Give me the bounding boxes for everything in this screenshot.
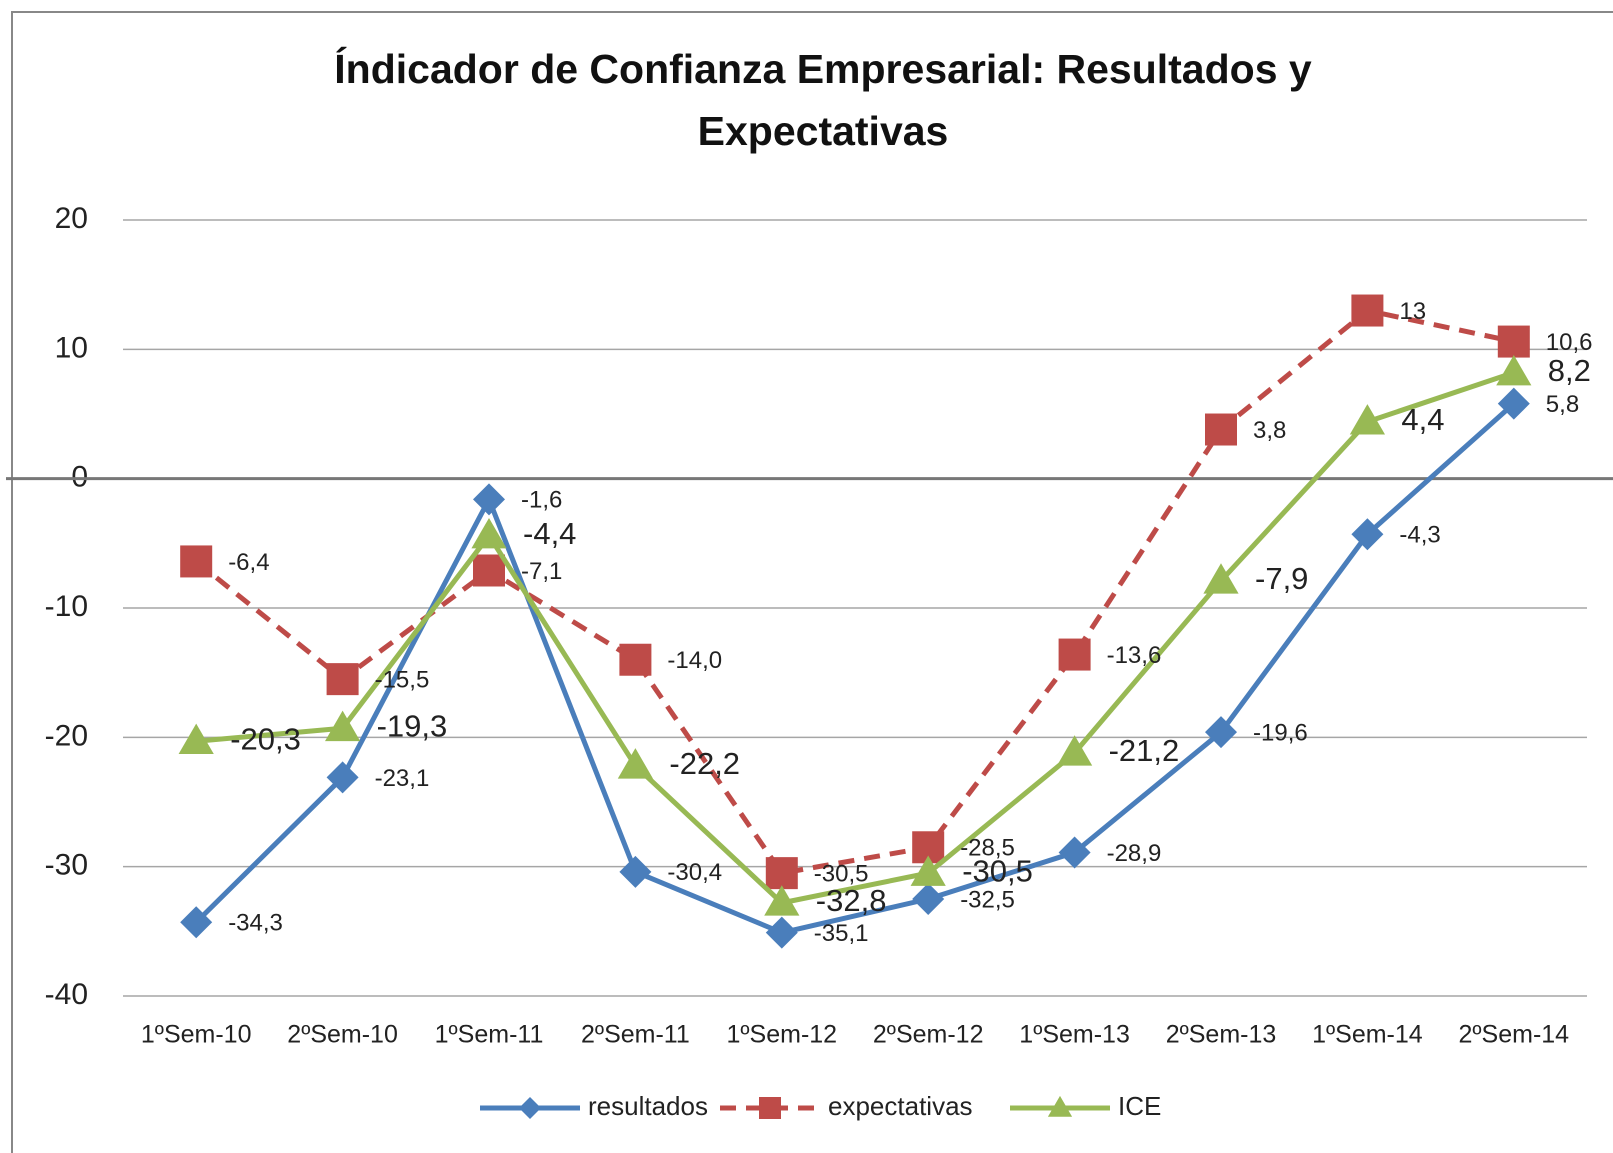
data-point [1351, 518, 1384, 551]
data-point [1058, 836, 1091, 869]
data-label: -13,6 [1107, 642, 1162, 669]
data-point [765, 916, 798, 949]
data-point [473, 483, 505, 516]
y-tick-label: -30 [45, 849, 88, 882]
data-label: -28,5 [960, 835, 1015, 862]
data-point [180, 545, 213, 578]
legend-marker [1047, 1095, 1073, 1117]
series-line [194, 401, 1516, 936]
chart-title: Índicador de Confianza Empresarial: Resu… [334, 46, 1312, 154]
data-label: -4,4 [523, 516, 576, 551]
x-tick-label: 1ºSem-14 [1312, 1021, 1423, 1049]
data-point [326, 663, 359, 696]
x-tick-label: 1ºSem-10 [141, 1021, 252, 1049]
y-tick-label: 0 [71, 461, 88, 494]
data-label: 3,8 [1253, 417, 1286, 444]
x-tick-label: 2ºSem-14 [1459, 1021, 1570, 1049]
data-label: -30,4 [667, 859, 722, 886]
data-point [1497, 325, 1530, 358]
data-label: -28,9 [1107, 840, 1162, 867]
series-line [195, 370, 1515, 906]
x-tick-label: 2ºSem-11 [581, 1021, 690, 1049]
data-label: -14,0 [667, 647, 722, 674]
data-label: -1,6 [521, 487, 562, 514]
data-point [764, 885, 800, 916]
data-point [765, 857, 798, 890]
chart-border [11, 11, 1613, 1153]
data-point [1351, 294, 1384, 327]
legend-label: expectativas [828, 1091, 973, 1121]
data-point [1497, 387, 1530, 420]
data-point [1205, 413, 1237, 446]
y-tick-label: -20 [45, 719, 88, 752]
x-tick-label: 2ºSem-10 [287, 1021, 398, 1049]
data-label: -32,5 [960, 886, 1015, 913]
x-tick-label: 2ºSem-13 [1166, 1021, 1277, 1049]
data-point [1203, 563, 1239, 594]
data-label: -35,1 [814, 920, 869, 947]
data-point [180, 906, 213, 939]
data-point [326, 761, 359, 794]
data-point [1496, 355, 1532, 386]
data-point [1205, 716, 1237, 749]
y-tick-label: 20 [55, 202, 88, 235]
data-label: 8,2 [1548, 353, 1591, 388]
data-point [325, 710, 361, 742]
data-point [1057, 735, 1093, 766]
data-label: -7,1 [521, 558, 562, 585]
data-point [910, 855, 946, 886]
x-tick-label: 1ºSem-13 [1019, 1021, 1130, 1049]
data-label: -7,9 [1255, 561, 1308, 596]
data-point [617, 748, 653, 779]
legend-label: resultados [588, 1091, 708, 1121]
data-label: -32,8 [816, 883, 887, 918]
data-point [473, 554, 505, 587]
data-label: 10,6 [1546, 329, 1593, 356]
data-point [619, 643, 652, 676]
data-label: -20,3 [230, 721, 301, 756]
legend-marker [519, 1097, 541, 1119]
x-tick-label: 1ºSem-11 [435, 1021, 544, 1049]
data-label: -21,2 [1109, 733, 1180, 768]
data-label: -22,2 [669, 746, 740, 781]
x-tick-label: 2ºSem-12 [873, 1021, 984, 1049]
y-tick-label: 10 [55, 331, 88, 364]
data-point [619, 855, 652, 888]
data-point [178, 723, 214, 755]
legend-label: ICE [1118, 1091, 1161, 1121]
x-tick-label: 1ºSem-12 [727, 1021, 838, 1049]
data-label: -34,3 [228, 910, 283, 937]
data-label: -19,3 [377, 708, 448, 743]
data-label: 4,4 [1401, 402, 1444, 437]
data-label: -6,4 [228, 549, 269, 576]
y-tick-label: -10 [45, 590, 88, 623]
legend-marker [759, 1097, 781, 1119]
data-point [912, 883, 945, 915]
data-label: -30,5 [814, 860, 869, 887]
data-label: -23,1 [375, 765, 430, 792]
data-label: -30,5 [962, 853, 1033, 888]
data-point [471, 517, 507, 549]
data-label: 13 [1399, 298, 1426, 325]
data-point [1058, 638, 1091, 671]
data-label: 5,8 [1546, 391, 1579, 418]
data-label: -4,3 [1399, 522, 1440, 549]
y-tick-label: -40 [45, 978, 88, 1011]
data-point [1349, 404, 1385, 435]
data-label: -19,6 [1253, 720, 1308, 747]
data-label: -15,5 [375, 666, 430, 693]
